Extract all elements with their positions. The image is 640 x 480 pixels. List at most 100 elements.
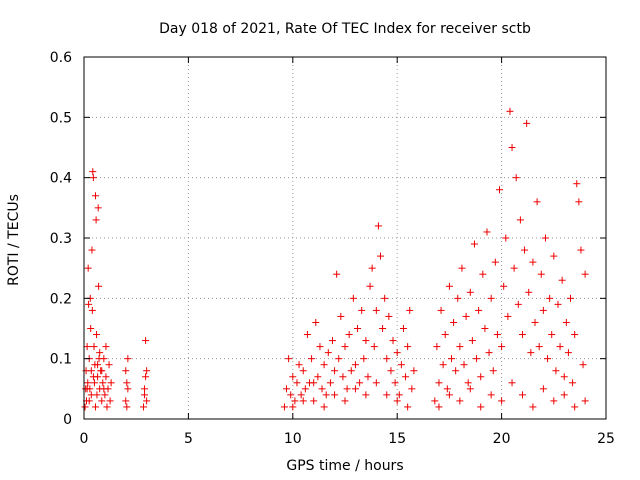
data-point xyxy=(91,403,99,411)
data-point xyxy=(399,325,407,332)
data-point xyxy=(88,306,96,314)
data-point xyxy=(98,367,106,375)
y-tick-label: 0.3 xyxy=(50,231,72,247)
data-point xyxy=(106,397,114,405)
data-point xyxy=(481,325,489,332)
data-point xyxy=(84,264,92,272)
data-point xyxy=(383,355,391,363)
data-point xyxy=(84,379,92,387)
data-point xyxy=(310,397,318,405)
data-point xyxy=(362,337,370,345)
data-point xyxy=(544,355,552,363)
data-point xyxy=(500,282,508,290)
data-point xyxy=(105,361,113,369)
data-point xyxy=(450,318,458,326)
data-point xyxy=(123,403,131,411)
data-point xyxy=(122,397,130,405)
data-point xyxy=(454,294,462,302)
x-tick-label: 10 xyxy=(284,431,302,447)
data-point xyxy=(443,385,451,393)
data-point xyxy=(102,343,110,351)
data-point xyxy=(89,373,97,381)
data-point xyxy=(466,385,474,393)
data-point xyxy=(335,355,343,363)
data-point xyxy=(529,258,537,266)
data-point xyxy=(370,343,378,351)
data-point xyxy=(94,361,102,369)
data-point xyxy=(404,403,412,411)
data-point xyxy=(445,391,453,399)
data-point xyxy=(93,331,101,339)
data-point xyxy=(541,234,549,242)
data-point xyxy=(477,403,485,411)
data-point xyxy=(92,216,100,224)
data-point xyxy=(487,294,495,302)
data-point xyxy=(85,397,93,405)
data-point xyxy=(333,270,341,278)
data-point xyxy=(435,403,443,411)
data-point xyxy=(287,391,295,399)
data-point xyxy=(308,355,316,363)
data-point xyxy=(141,391,149,399)
data-point xyxy=(506,107,514,115)
data-point xyxy=(331,391,339,399)
data-point xyxy=(87,367,95,375)
data-point xyxy=(364,373,372,381)
data-point xyxy=(445,282,453,290)
data-point xyxy=(337,312,345,320)
chart-title: Day 018 of 2021, Rate Of TEC Index for r… xyxy=(159,21,531,37)
data-point xyxy=(533,198,541,206)
data-point xyxy=(90,379,98,387)
data-point xyxy=(100,385,108,393)
data-point xyxy=(299,397,307,405)
data-point xyxy=(96,349,104,357)
data-point xyxy=(318,385,326,393)
data-point xyxy=(312,318,320,326)
data-point xyxy=(374,222,382,230)
data-point xyxy=(89,168,97,176)
data-point xyxy=(577,246,585,254)
data-point xyxy=(366,282,374,290)
data-point xyxy=(141,385,149,393)
data-point xyxy=(320,361,328,369)
data-point xyxy=(293,379,301,387)
plot-frame xyxy=(83,56,607,420)
data-point xyxy=(560,373,568,381)
data-point xyxy=(295,361,303,369)
data-point xyxy=(510,264,518,272)
data-point xyxy=(527,349,535,357)
data-point xyxy=(529,403,537,411)
data-point xyxy=(81,403,89,411)
data-point xyxy=(122,367,130,375)
data-point xyxy=(410,367,418,375)
data-point xyxy=(326,379,334,387)
data-point xyxy=(91,192,99,200)
data-point xyxy=(94,204,102,212)
data-point xyxy=(360,355,368,363)
data-point xyxy=(491,258,499,266)
data-point xyxy=(502,234,510,242)
data-point xyxy=(354,325,362,332)
data-point xyxy=(462,312,470,320)
data-point xyxy=(556,343,564,351)
data-point xyxy=(456,397,464,405)
data-point xyxy=(479,270,487,278)
data-point xyxy=(95,282,103,290)
data-point xyxy=(89,174,97,182)
data-point xyxy=(573,180,581,188)
data-point xyxy=(316,343,324,351)
data-point xyxy=(385,312,393,320)
y-axis-label: ROTI / TECUs xyxy=(6,194,22,286)
data-point xyxy=(531,318,539,326)
tick-labels: 0 5 10 15 20 25 0 0.1 0.2 0.3 0.4 0.5 0.6 xyxy=(50,50,615,447)
data-point xyxy=(87,391,95,399)
data-point xyxy=(358,306,366,314)
data-point xyxy=(387,367,395,375)
data-point xyxy=(581,270,589,278)
data-point xyxy=(299,367,307,375)
data-point xyxy=(339,373,347,381)
data-point xyxy=(142,373,150,381)
data-point xyxy=(552,367,560,375)
